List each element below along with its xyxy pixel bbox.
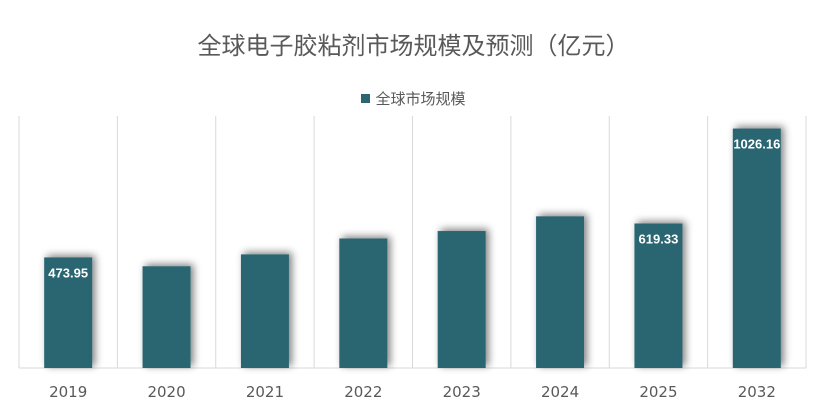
bar-2020	[142, 266, 191, 368]
x-tick-label-2021: 2021	[246, 383, 284, 401]
bar-2022	[339, 238, 388, 368]
x-tick-label-2019: 2019	[49, 383, 87, 401]
bar-2019	[44, 257, 93, 368]
bar-2021	[240, 254, 289, 368]
data-label-2019: 473.95	[48, 265, 88, 280]
x-tick-label-2024: 2024	[541, 383, 579, 401]
x-tick-label-2023: 2023	[443, 383, 481, 401]
x-tick-label-2020: 2020	[147, 383, 185, 401]
legend: 全球市场规模	[0, 88, 827, 109]
x-tick-label-2025: 2025	[639, 383, 677, 401]
chart-title: 全球电子胶粘剂市场规模及预测（亿元）	[197, 32, 630, 60]
x-tick-label-2032: 2032	[738, 383, 776, 401]
data-label-2025: 619.33	[639, 231, 679, 246]
data-label-2032: 1026.16	[733, 137, 780, 152]
bar-2024	[536, 216, 585, 368]
bar-2023	[437, 231, 486, 368]
legend-label: 全球市场规模	[375, 90, 466, 108]
bar-2025	[634, 223, 683, 368]
legend-swatch	[361, 94, 371, 103]
bar-2032	[732, 128, 781, 368]
x-tick-label-2022: 2022	[344, 383, 382, 401]
